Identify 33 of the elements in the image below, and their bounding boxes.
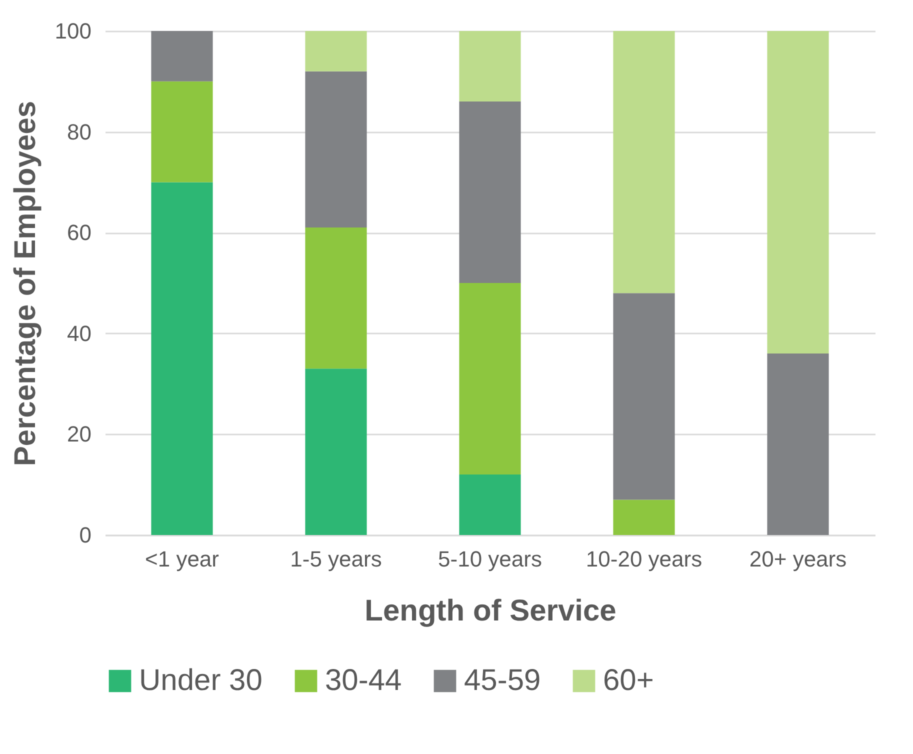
y-tick-label: 20 (67, 422, 92, 447)
x-axis-title: Length of Service (364, 594, 616, 628)
bar (151, 31, 213, 82)
bar (613, 293, 675, 500)
bar (459, 283, 521, 475)
y-tick-label: 80 (67, 119, 92, 144)
y-tick-label: 0 (79, 522, 92, 548)
bar (459, 474, 521, 535)
bar (459, 102, 521, 283)
bar (305, 31, 367, 72)
x-tick-label: 20+ years (749, 546, 847, 572)
bar (305, 228, 367, 369)
bar (305, 368, 367, 535)
x-tick-label: 10-20 years (586, 546, 702, 572)
bar (767, 354, 829, 535)
x-tick-label: 1-5 years (290, 546, 382, 572)
y-tick-label: 40 (67, 320, 92, 346)
legend-label: 60+ (603, 664, 654, 697)
bar (767, 31, 829, 354)
bar (305, 71, 367, 228)
bar (613, 31, 675, 294)
y-tick-label: 100 (54, 18, 92, 44)
bar (613, 500, 675, 535)
y-axis-title: Percentage of Employees (8, 100, 42, 466)
legend-label: 45-59 (464, 664, 541, 697)
x-tick-label: <1 year (145, 546, 219, 572)
x-tick-label: 5-10 years (438, 546, 542, 572)
legend-label: Under 30 (139, 664, 262, 697)
legend-label: 30-44 (325, 664, 402, 697)
y-tick-label: 60 (67, 220, 92, 246)
bar (151, 182, 213, 535)
bar (151, 81, 213, 182)
bar (459, 31, 521, 102)
